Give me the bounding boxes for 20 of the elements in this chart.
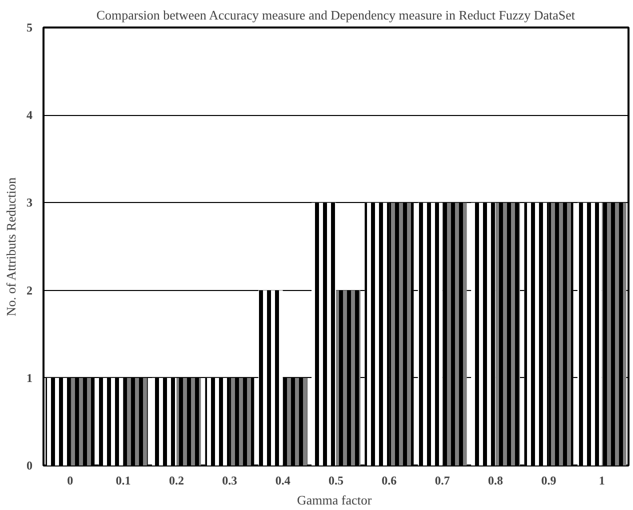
y-tick-label: 2 (26, 283, 32, 298)
x-tick-label: 0.9 (541, 474, 556, 488)
y-axis-title: No. of Attributs Reduction (4, 177, 18, 316)
x-tick-label: 0.1 (116, 474, 131, 488)
x-tick-label: 0.2 (168, 474, 184, 488)
x-tick-label: 1 (598, 474, 605, 488)
x-tick-label: 0.8 (488, 474, 504, 488)
y-tick-label: 3 (26, 196, 32, 210)
x-axis-title: Gamma factor (297, 492, 372, 508)
chart-title: Comparsion between Accuracy measure and Dependency measure in Reduct Fuzzy DataSet (96, 8, 576, 22)
x-tick-label: 0.5 (328, 474, 344, 488)
x-tick-label: 0.7 (434, 474, 450, 488)
y-tick-label: 4 (26, 108, 32, 122)
x-tick-label: 0.4 (275, 474, 290, 488)
x-tick-label: 0.3 (222, 474, 238, 488)
x-tick-label: 0.6 (382, 474, 397, 488)
y-tick-label: 1 (26, 370, 32, 385)
x-tick-label: 0 (67, 474, 74, 488)
y-tick-label: 0 (26, 458, 32, 472)
y-tick-label: 5 (26, 20, 32, 34)
